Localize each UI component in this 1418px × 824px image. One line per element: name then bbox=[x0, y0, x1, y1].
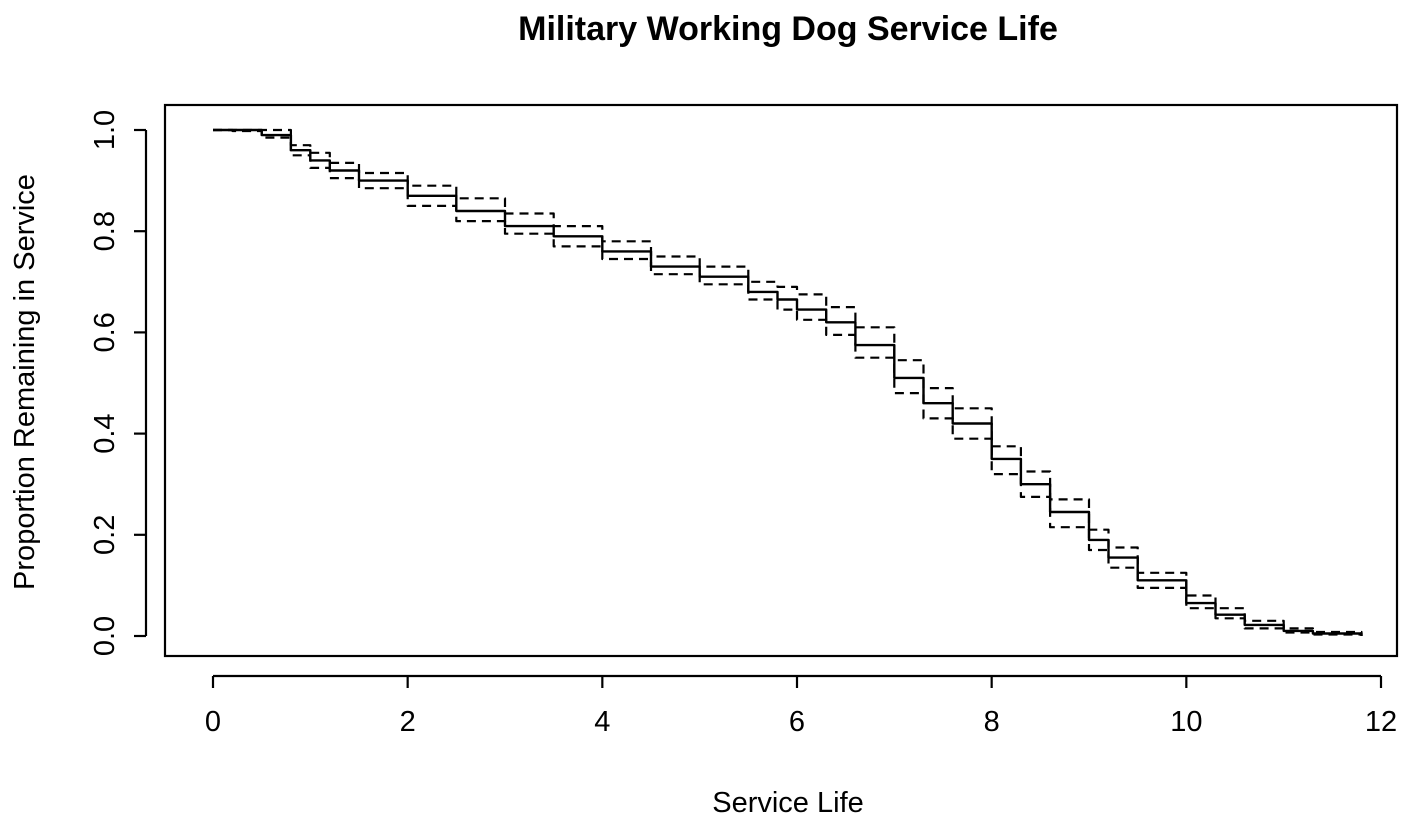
x-tick-label: 12 bbox=[1365, 706, 1397, 738]
y-tick-label: 0.8 bbox=[89, 211, 121, 251]
confidence-band-line bbox=[213, 128, 1363, 635]
x-tick-label: 10 bbox=[1170, 706, 1202, 738]
x-tick-label: 2 bbox=[400, 706, 416, 738]
series-layer bbox=[213, 128, 1363, 636]
confidence-band-line bbox=[213, 128, 1363, 636]
y-tick-label: 1.0 bbox=[89, 110, 121, 150]
y-tick-label: 0.0 bbox=[89, 616, 121, 656]
plot-frame bbox=[163, 103, 1399, 658]
x-tick-label: 4 bbox=[594, 706, 610, 738]
survival-curve-line bbox=[213, 128, 1363, 636]
y-axis: 0.0 0.2 0.4 0.6 0.8 1.0 bbox=[89, 110, 148, 656]
chart-title: Military Working Dog Service Life bbox=[518, 10, 1058, 48]
y-tick-label: 0.4 bbox=[89, 413, 121, 453]
y-axis-title: Proportion Remaining in Service bbox=[9, 174, 41, 590]
x-tick-label: 0 bbox=[205, 706, 221, 738]
x-axis: 0 2 4 6 8 10 12 bbox=[205, 674, 1397, 738]
x-tick-label: 6 bbox=[789, 706, 805, 738]
x-axis-title: Service Life bbox=[712, 787, 864, 819]
y-tick-label: 0.6 bbox=[89, 312, 121, 352]
x-tick-label: 8 bbox=[984, 706, 1000, 738]
y-tick-label: 0.2 bbox=[89, 515, 121, 555]
